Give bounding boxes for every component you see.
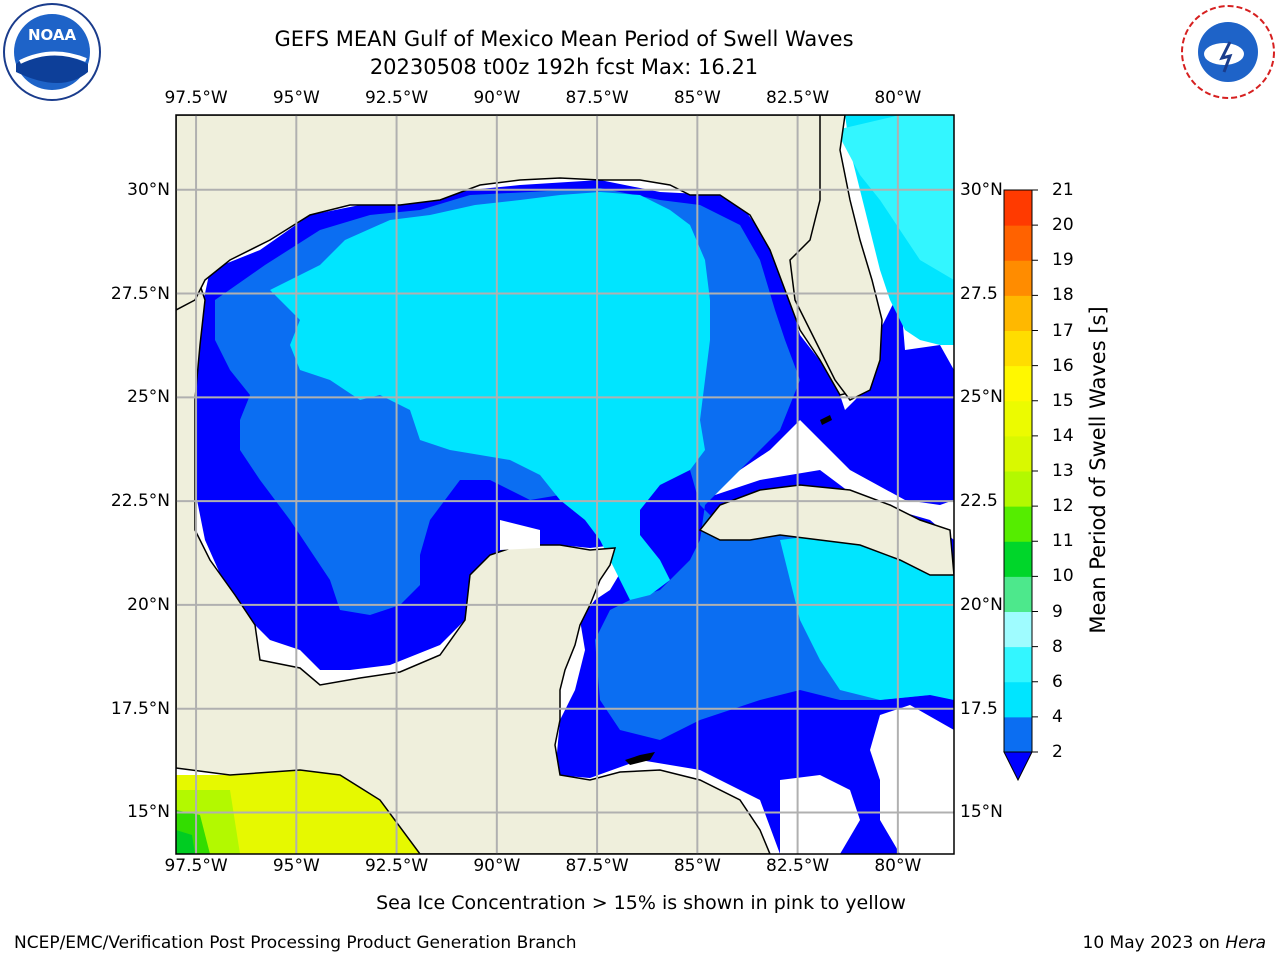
lon-tick-label-bottom: 85°W	[673, 856, 721, 876]
colorbar-tick-label: 2	[1052, 742, 1063, 762]
map-frame	[175, 114, 955, 855]
colorbar-segment	[1004, 541, 1032, 577]
footer-host: Hera	[1225, 933, 1266, 953]
footer-date-text: 10 May 2023 on	[1082, 933, 1226, 953]
colorbar-tick-label: 6	[1052, 671, 1063, 692]
footer-date: 10 May 2023 on Hera	[1083, 933, 1267, 953]
colorbar-tick-label: 11	[1052, 531, 1074, 552]
colorbar-tick-label: 8	[1052, 636, 1063, 657]
lat-tick-label-left: 15°N	[127, 802, 170, 823]
colorbar-graphic	[1003, 189, 1038, 782]
lat-tick-label-left: 25°N	[127, 387, 170, 408]
lon-tick-label-bottom: 90°W	[473, 856, 521, 876]
nws-logo	[1178, 2, 1278, 102]
colorbar-segment	[1004, 190, 1032, 226]
colorbar-segment	[1004, 260, 1032, 296]
lon-tick-label-bottom: 97.5°W	[164, 856, 228, 876]
colorbar-tick-label: 20	[1052, 215, 1074, 236]
lon-tick-label-top: 82.5°W	[766, 88, 830, 108]
lon-tick-label-top: 92.5°W	[364, 88, 429, 108]
swell-band-atlantic-6-8s	[836, 115, 954, 280]
no-data-patch	[500, 520, 540, 550]
lon-tick-label-top: 85°W	[673, 88, 721, 108]
colorbar-segment	[1004, 435, 1032, 472]
lat-tick-label-right: 25°N	[960, 387, 1003, 408]
swell-band-caribbean	[780, 535, 954, 700]
lat-tick-label-left: 27.5°N	[110, 283, 170, 304]
grid-lines	[176, 115, 954, 854]
colorbar	[1000, 185, 1060, 785]
lon-tick-label-top: 95°W	[272, 88, 320, 108]
lat-tick-label-left: 22.5°N	[110, 491, 170, 512]
land-cuba	[698, 484, 954, 576]
lon-tick-label-bottom: 92.5°W	[364, 856, 429, 876]
sea-ice-note: Sea Ice Concentration > 15% is shown in …	[376, 892, 906, 914]
colorbar-segment	[1004, 576, 1032, 612]
colorbar-segment	[1004, 365, 1032, 402]
colorbar-segment	[1004, 225, 1032, 261]
map-canvas	[175, 114, 955, 855]
lon-tick-label-top: 90°W	[473, 88, 521, 108]
land-island	[820, 415, 832, 425]
colorbar-segment	[1004, 400, 1032, 437]
colorbar-tick-label: 15	[1052, 390, 1074, 411]
chart-title: GEFS MEAN Gulf of Mexico Mean Period of …	[274, 27, 854, 51]
lat-tick-label-right: 17.5	[960, 698, 998, 719]
svg-text:NOAA: NOAA	[28, 26, 77, 44]
colorbar-tick-label: 18	[1052, 285, 1074, 306]
lat-tick-label-right: 22.5	[960, 491, 998, 512]
lat-tick-label-right: 30°N	[960, 179, 1003, 200]
no-data-patch	[870, 705, 954, 854]
colorbar-tick-label: 13	[1052, 461, 1074, 481]
colorbar-tick-label: 4	[1052, 706, 1063, 727]
colorbar-segment	[1004, 716, 1032, 753]
noaa-logo: NOAA	[2, 2, 102, 102]
footer-credit: NCEP/EMC/Verification Post Processing Pr…	[14, 933, 577, 953]
no-data-patch	[780, 775, 860, 854]
lat-tick-label-left: 17.5°N	[110, 698, 170, 719]
colorbar-tick-label: 16	[1052, 355, 1074, 376]
colorbar-tick-label: 19	[1052, 250, 1074, 271]
colorbar-tick-label: 14	[1052, 425, 1074, 446]
colorbar-segment	[1004, 506, 1032, 542]
chart-subtitle: 20230508 t00z 192h fcst Max: 16.21	[369, 55, 759, 79]
colorbar-segment	[1004, 295, 1032, 331]
lat-tick-label-right: 27.5	[960, 283, 998, 304]
swell-band-pacific-10s	[176, 830, 195, 854]
colorbar-segment	[1004, 330, 1032, 367]
colorbar-tick-label: 21	[1052, 180, 1074, 200]
lat-tick-label-right: 15°N	[960, 802, 1003, 823]
colorbar-label: Mean Period of Swell Waves [s]	[1086, 306, 1110, 634]
lon-tick-label-top: 97.5°W	[164, 88, 228, 108]
colorbar-segment	[1004, 646, 1032, 683]
lon-tick-label-bottom: 87.5°W	[565, 856, 629, 876]
colorbar-tick-label: 10	[1052, 566, 1074, 587]
map-panel	[175, 114, 955, 855]
lon-tick-label-top: 80°W	[874, 88, 922, 108]
lat-tick-label-right: 20°N	[960, 594, 1003, 615]
colorbar-tick-label: 17	[1052, 320, 1074, 341]
colorbar-segment	[1004, 681, 1032, 718]
lon-tick-label-bottom: 80°W	[874, 856, 922, 876]
colorbar-under-extension	[1003, 751, 1033, 782]
land-island	[625, 752, 655, 765]
colorbar-segment	[1004, 471, 1032, 507]
lat-tick-label-left: 30°N	[127, 179, 170, 200]
lat-tick-label-left: 20°N	[127, 594, 170, 615]
colorbar-segment	[1004, 611, 1032, 648]
lon-tick-label-bottom: 95°W	[272, 856, 320, 876]
lon-tick-label-bottom: 82.5°W	[766, 856, 830, 876]
lon-tick-label-top: 87.5°W	[565, 88, 629, 108]
colorbar-tick-label: 9	[1052, 601, 1063, 622]
colorbar-tick-label: 12	[1052, 496, 1074, 517]
